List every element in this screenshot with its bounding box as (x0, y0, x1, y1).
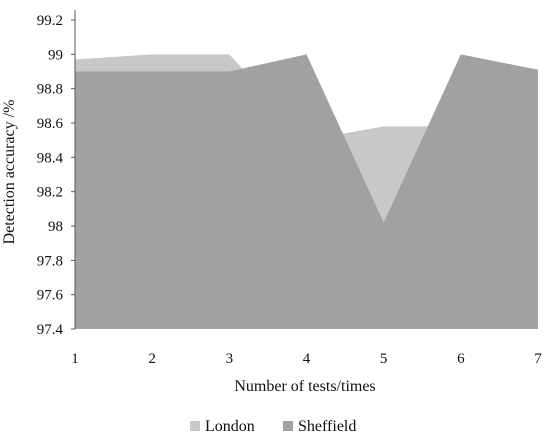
y-tick-label: 97.8 (37, 253, 63, 269)
x-tick-label: 2 (148, 351, 156, 367)
legend: London Sheffield (190, 418, 356, 435)
y-tick-label: 99.2 (37, 13, 63, 29)
y-axis-title: Detection accuracy /% (1, 100, 18, 245)
x-axis-title: Number of tests/times (234, 378, 375, 395)
y-axis: 97.4 97.6 97.8 98 98.2 98.4 98.6 98.8 99 99.2 (37, 10, 76, 338)
legend-swatch (283, 421, 293, 431)
legend-label: London (205, 418, 255, 435)
legend-label: Sheffield (298, 418, 356, 435)
y-tick-label: 97.6 (37, 288, 64, 304)
x-tick-label: 6 (457, 351, 465, 367)
x-tick-label: 5 (380, 351, 388, 367)
y-tick-label: 97.4 (37, 322, 64, 338)
x-ticks: 1 2 3 4 5 6 7 (71, 351, 542, 367)
y-ticks: 97.4 97.6 97.8 98 98.2 98.4 98.6 98.8 99 99.2 (37, 13, 75, 338)
x-axis: 1 2 3 4 5 6 7 (71, 351, 542, 367)
x-tick-label: 3 (226, 351, 234, 367)
x-tick-label: 7 (534, 351, 542, 367)
x-tick-label: 4 (303, 351, 311, 367)
x-tick-label: 1 (71, 351, 79, 367)
y-tick-label: 98.4 (37, 150, 64, 166)
y-tick-label: 98.6 (37, 116, 64, 132)
legend-swatch (190, 421, 200, 431)
y-tick-label: 98.2 (37, 185, 63, 201)
y-tick-label: 98 (48, 219, 63, 235)
plot-areas (75, 54, 538, 329)
y-tick-label: 99 (48, 47, 63, 63)
area-sheffield (75, 54, 538, 329)
y-tick-label: 98.8 (37, 82, 63, 98)
